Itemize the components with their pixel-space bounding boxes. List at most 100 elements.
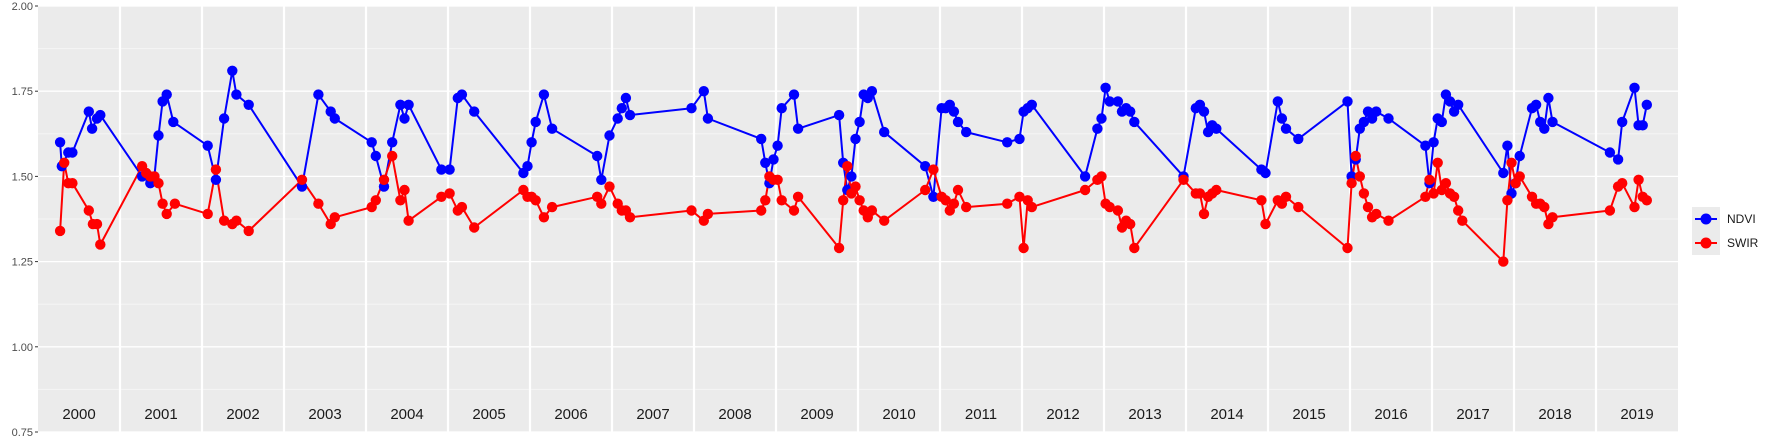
data-point-swir bbox=[686, 205, 697, 216]
data-point-ndvi bbox=[366, 137, 377, 148]
y-tick-label: 1.75 bbox=[12, 86, 33, 98]
data-point-swir bbox=[1424, 174, 1435, 185]
data-point-ndvi bbox=[231, 89, 242, 100]
data-point-ndvi bbox=[772, 140, 783, 151]
panel-label: 2014 bbox=[1210, 406, 1243, 423]
data-point-ndvi bbox=[768, 154, 779, 165]
data-point-swir bbox=[161, 208, 172, 220]
panel-separators bbox=[118, 6, 1598, 432]
data-point-ndvi bbox=[1211, 123, 1222, 134]
data-point-ndvi bbox=[538, 89, 550, 100]
data-point-ndvi bbox=[444, 164, 455, 175]
data-point-ndvi bbox=[833, 109, 845, 121]
legend-label-ndvi: NDVI bbox=[1727, 212, 1756, 226]
data-point-ndvi bbox=[218, 113, 230, 124]
data-point-ndvi bbox=[1514, 150, 1525, 162]
data-point-ndvi bbox=[698, 86, 709, 97]
data-point-swir bbox=[1502, 195, 1513, 206]
data-point-swir bbox=[879, 215, 890, 226]
data-point-swir bbox=[1354, 171, 1366, 182]
data-point-ndvi bbox=[756, 133, 767, 145]
data-point-swir bbox=[1129, 242, 1140, 254]
data-point-swir bbox=[1079, 184, 1091, 196]
data-point-ndvi bbox=[616, 103, 627, 114]
panel-label: 2005 bbox=[472, 406, 505, 423]
data-point-swir bbox=[210, 164, 222, 175]
data-point-ndvi bbox=[776, 103, 787, 114]
data-point-ndvi bbox=[202, 140, 213, 151]
data-point-ndvi bbox=[1420, 140, 1431, 151]
data-point-ndvi bbox=[1543, 92, 1554, 104]
data-point-ndvi bbox=[1428, 137, 1439, 148]
data-point-swir bbox=[1256, 195, 1267, 206]
data-point-swir bbox=[313, 198, 324, 209]
data-point-swir bbox=[1629, 201, 1640, 213]
panel-label: 2006 bbox=[554, 406, 587, 423]
data-point-swir bbox=[866, 205, 878, 216]
data-point-ndvi bbox=[1014, 133, 1025, 145]
data-point-swir bbox=[842, 161, 853, 172]
data-point-swir bbox=[395, 195, 406, 206]
data-point-ndvi bbox=[469, 106, 480, 117]
data-point-ndvi bbox=[329, 113, 340, 124]
data-point-swir bbox=[54, 225, 66, 237]
legend-marker-swir bbox=[1700, 237, 1712, 249]
data-point-swir bbox=[1432, 157, 1443, 168]
data-point-ndvi bbox=[526, 137, 537, 148]
data-point-ndvi bbox=[168, 116, 179, 128]
data-point-ndvi bbox=[952, 116, 964, 128]
y-tick-label: 2.00 bbox=[12, 1, 33, 13]
data-point-ndvi bbox=[1198, 106, 1210, 117]
data-point-swir bbox=[1112, 205, 1124, 216]
data-point-swir bbox=[1346, 178, 1357, 189]
data-point-swir bbox=[1342, 242, 1353, 254]
data-point-ndvi bbox=[850, 133, 861, 145]
data-point-swir bbox=[772, 174, 783, 185]
y-tick-label: 0.75 bbox=[12, 427, 33, 439]
data-point-ndvi bbox=[596, 174, 607, 185]
data-point-ndvi bbox=[788, 89, 800, 100]
data-point-swir bbox=[91, 218, 103, 230]
data-point-ndvi bbox=[227, 65, 238, 77]
data-point-swir bbox=[1547, 212, 1558, 223]
data-point-ndvi bbox=[686, 103, 697, 114]
legend-label-swir: SWIR bbox=[1727, 236, 1759, 250]
data-point-ndvi bbox=[546, 123, 558, 134]
data-point-swir bbox=[83, 205, 95, 216]
data-point-ndvi bbox=[243, 99, 254, 111]
data-point-ndvi bbox=[1604, 147, 1616, 158]
data-point-ndvi bbox=[1539, 123, 1550, 134]
data-point-ndvi bbox=[86, 123, 98, 134]
data-point-ndvi bbox=[1026, 99, 1038, 111]
legend: NDVI SWIR bbox=[1692, 207, 1759, 255]
data-point-swir bbox=[399, 184, 410, 196]
data-point-swir bbox=[1420, 191, 1431, 202]
data-point-ndvi bbox=[928, 191, 939, 202]
data-point-swir bbox=[760, 195, 771, 206]
data-point-swir bbox=[169, 198, 181, 209]
y-axis: 0.75 1.00 1.25 1.50 1.75 2.00 bbox=[12, 1, 38, 439]
data-point-swir bbox=[243, 225, 254, 237]
data-point-ndvi bbox=[792, 123, 804, 134]
data-point-ndvi bbox=[530, 116, 541, 128]
data-point-ndvi bbox=[83, 106, 95, 117]
data-point-swir bbox=[952, 184, 964, 196]
data-point-ndvi bbox=[1272, 96, 1284, 107]
data-point-ndvi bbox=[395, 99, 406, 111]
data-point-ndvi bbox=[1092, 123, 1103, 134]
data-point-swir bbox=[67, 178, 78, 189]
data-point-ndvi bbox=[760, 157, 771, 168]
legend-marker-ndvi bbox=[1700, 213, 1712, 225]
data-point-swir bbox=[1539, 201, 1550, 213]
data-point-swir bbox=[1428, 188, 1439, 199]
data-point-swir bbox=[1358, 188, 1370, 199]
data-point-ndvi bbox=[592, 150, 603, 162]
data-point-swir bbox=[436, 191, 447, 202]
data-point-swir bbox=[920, 184, 931, 196]
data-point-ndvi bbox=[1260, 167, 1271, 179]
data-point-swir bbox=[948, 198, 960, 209]
data-point-ndvi bbox=[161, 89, 172, 100]
data-point-ndvi bbox=[1293, 133, 1304, 145]
data-point-swir bbox=[1457, 215, 1468, 226]
